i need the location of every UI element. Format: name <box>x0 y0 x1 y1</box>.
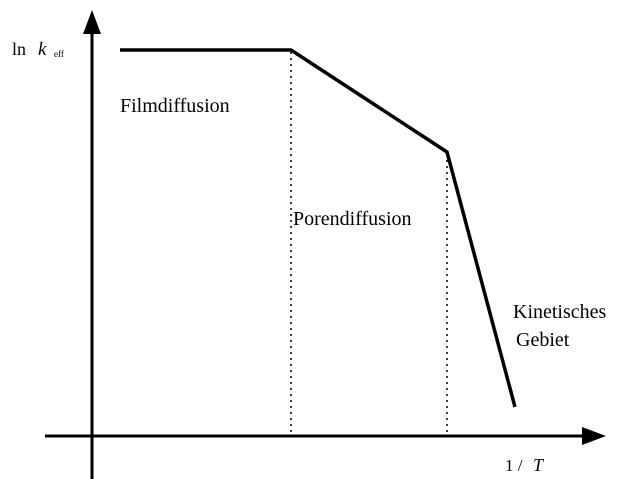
region-label: Gebiet <box>516 329 570 351</box>
region-label: Filmdiffusion <box>120 95 230 117</box>
x-arrow <box>582 427 606 445</box>
curve <box>120 48 517 408</box>
region-label: Porendiffusion <box>293 208 412 230</box>
x-label-prefix: 1 / <box>505 456 523 475</box>
x-label-symbol: T <box>533 455 545 475</box>
y-label-subscript: eff <box>54 49 64 59</box>
y-label-prefix: ln <box>12 39 26 59</box>
y-label-symbol: k <box>38 39 47 60</box>
region-label: Kinetisches <box>513 301 607 323</box>
y-arrow <box>83 10 101 34</box>
